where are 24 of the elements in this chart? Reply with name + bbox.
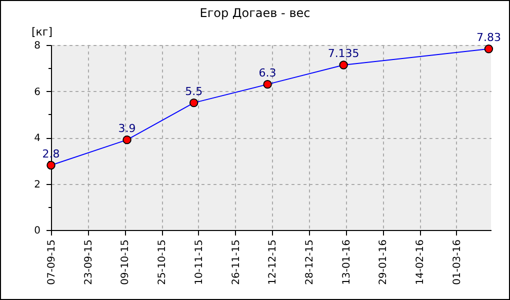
- y-axis-title: [кг]: [32, 26, 53, 38]
- x-tick-label: 28-12-15: [304, 240, 316, 285]
- x-tick-label: 23-09-15: [83, 240, 94, 285]
- y-tick-label: 0: [34, 226, 40, 236]
- x-tick-label: 13-01-16: [341, 240, 352, 285]
- x-tick-label: 29-01-16: [378, 240, 390, 285]
- data-label: 7.83: [476, 30, 501, 44]
- x-tick-label: 07-09-15: [46, 240, 58, 285]
- x-tick-label: 09-10-15: [120, 240, 132, 285]
- x-tick-label: 14-02-16: [415, 240, 426, 285]
- data-label: 7.135: [328, 47, 360, 60]
- y-tick-label: 2: [34, 179, 40, 190]
- x-tick-label: 26-11-15: [230, 240, 242, 285]
- x-tick-label: 25-10-15: [157, 240, 168, 285]
- x-tick-label: 10-11-15: [194, 240, 205, 285]
- x-tick-label: 12-12-15: [268, 240, 279, 285]
- chart-title: Егор Догаев - вес: [200, 6, 310, 20]
- data-label: 3.9: [118, 122, 136, 135]
- data-label: 6.3: [258, 66, 276, 80]
- y-tick-label: 8: [34, 40, 40, 52]
- x-tick-label: 01-03-16: [452, 240, 463, 285]
- y-tick-label: 6: [34, 86, 40, 98]
- y-tick-label: 4: [34, 133, 40, 144]
- data-label: 5.5: [185, 84, 203, 98]
